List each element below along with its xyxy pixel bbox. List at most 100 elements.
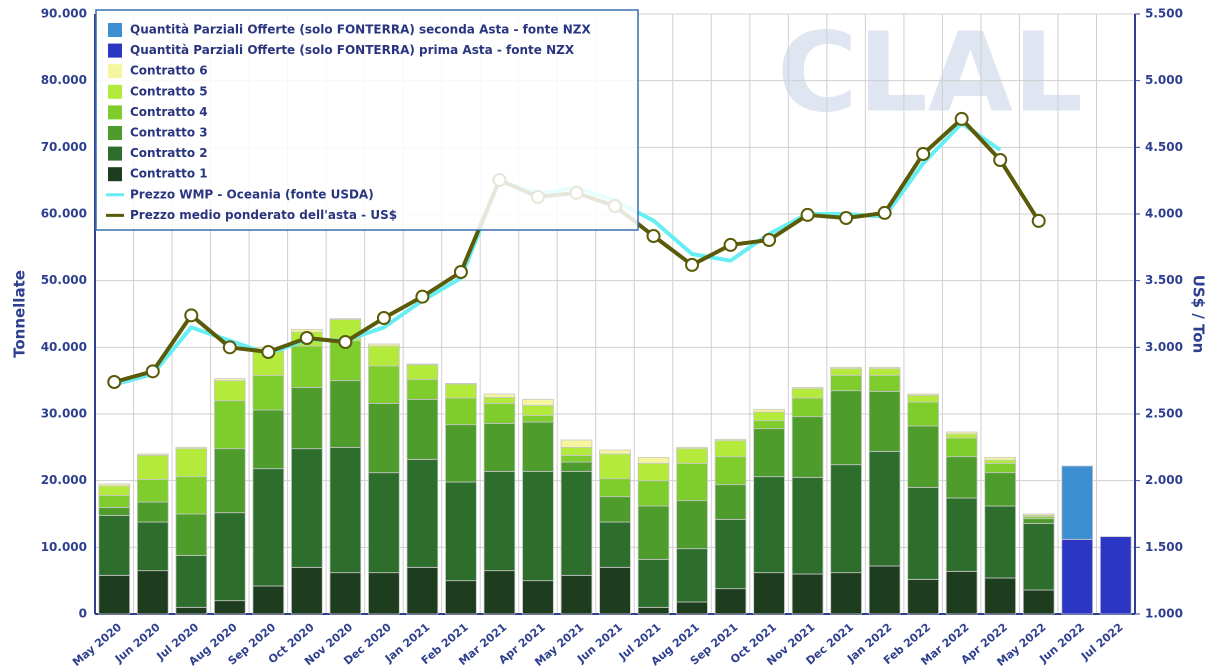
y-tick-label: 60.000 — [41, 207, 87, 221]
line-marker — [338, 335, 353, 349]
line-marker — [685, 257, 700, 272]
bar-segment — [98, 494, 131, 508]
bar-segment — [329, 446, 362, 574]
bar-segment — [714, 438, 747, 442]
bar-segment — [560, 439, 593, 448]
bar-segment — [368, 345, 400, 367]
bar-segment — [368, 472, 400, 574]
bar-segment — [406, 458, 439, 568]
bar-segment — [368, 343, 400, 347]
bar-segment — [560, 470, 593, 576]
bar-segment — [522, 414, 554, 423]
bar-segment — [714, 484, 747, 520]
bar-segment — [136, 478, 169, 503]
bar-segment — [291, 386, 323, 450]
bar-segment — [329, 380, 362, 448]
line-marker — [800, 207, 815, 222]
bar-segment — [136, 501, 169, 523]
y2-tick-label: 4.500 — [1145, 140, 1183, 154]
bar-segment — [676, 601, 708, 615]
bar-segment — [252, 350, 285, 376]
y-axis-title: Tonnellate — [11, 270, 29, 358]
bar-segment — [984, 505, 1016, 579]
x-tick-label: May 2020 — [70, 620, 124, 669]
bar-segment — [637, 606, 670, 615]
line-marker — [107, 375, 122, 389]
bar-segment — [599, 496, 631, 523]
bar-segment — [368, 402, 400, 474]
legend-swatch — [108, 84, 122, 99]
bar-segment — [637, 456, 670, 464]
line-marker — [261, 345, 276, 359]
bar-segment — [830, 368, 862, 376]
line-marker — [877, 205, 892, 220]
line-marker — [954, 111, 969, 126]
bar-segment — [483, 402, 516, 424]
bar-segment — [252, 374, 285, 411]
bar-segment — [945, 437, 978, 458]
bar-segment — [136, 453, 169, 456]
bar-segment — [483, 396, 516, 404]
bar-segment — [98, 574, 131, 615]
y2-axis-title: US$ / Ton — [1190, 275, 1208, 354]
bar-segment — [98, 485, 131, 496]
bar-segment — [830, 390, 862, 466]
bar-segment — [329, 572, 362, 615]
bar-segment — [907, 578, 939, 615]
bar-segment — [445, 481, 477, 582]
bar-segment — [1022, 589, 1055, 615]
bar-segment — [136, 521, 169, 572]
bar-segment — [406, 398, 439, 460]
bar-segment — [791, 388, 824, 399]
bar-segment — [830, 366, 862, 370]
line-marker — [415, 289, 430, 304]
x-tick-label: Jul 2022 — [1078, 621, 1126, 664]
bar-segment — [907, 394, 939, 403]
bar-segment — [291, 448, 323, 568]
bar-segment — [637, 462, 670, 482]
bar-segment — [175, 606, 208, 615]
bar-segment — [252, 409, 285, 470]
bar-segment — [753, 408, 785, 413]
y2-tick-label: 1.000 — [1145, 607, 1183, 621]
bar-segment — [714, 518, 747, 590]
bar-segment — [252, 468, 285, 587]
bar-segment — [676, 446, 708, 450]
bar-segment — [791, 573, 824, 615]
line-marker — [646, 229, 661, 243]
legend-label: Contratto 4 — [130, 105, 208, 119]
bar-segment — [368, 365, 400, 404]
line-marker — [222, 340, 237, 355]
bar-segment — [907, 425, 939, 488]
bar-segment — [214, 378, 246, 382]
bar-segment — [676, 500, 708, 550]
bar-segment — [445, 424, 477, 483]
bar-segment — [214, 380, 246, 402]
bar-segment — [1061, 465, 1094, 540]
legend-label: Contratto 3 — [130, 126, 208, 140]
bar-segment — [830, 374, 862, 392]
line-marker — [839, 211, 854, 225]
bar-segment — [868, 374, 901, 392]
bar-segment — [868, 390, 901, 452]
bar-segment — [753, 420, 785, 430]
bar-segment — [1061, 538, 1094, 615]
bar-segment — [637, 558, 670, 608]
y-tick-label: 70.000 — [41, 140, 87, 154]
bar-segment — [984, 459, 1016, 464]
bar-segment — [406, 378, 439, 400]
bar-segment — [599, 453, 631, 480]
bar-segment — [1022, 518, 1055, 524]
y2-tick-label: 4.000 — [1145, 207, 1183, 221]
bar-segment — [175, 448, 208, 478]
bar-segment — [714, 588, 747, 615]
bar-segment — [445, 397, 477, 426]
y-tick-label: 20.000 — [41, 473, 87, 487]
bar-segment — [791, 397, 824, 418]
y-tick-label: 30.000 — [41, 407, 87, 421]
y-tick-label: 0 — [79, 607, 87, 621]
bar-segment — [599, 521, 631, 568]
bar-segment — [214, 512, 246, 602]
bar-segment — [753, 411, 785, 422]
bar-segment — [714, 440, 747, 458]
